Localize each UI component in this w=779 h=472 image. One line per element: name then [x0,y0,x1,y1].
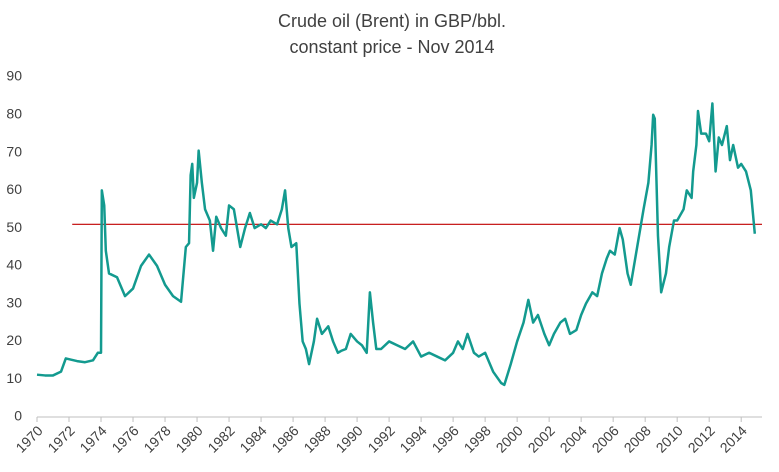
y-tick-label: 40 [6,257,22,273]
y-tick-label: 90 [6,68,22,84]
x-tick-label: 1980 [172,422,205,455]
y-tick-label: 60 [6,181,22,197]
x-tick-label: 1994 [397,422,430,455]
x-tick-label: 1984 [236,422,269,455]
y-tick-label: 70 [6,143,22,159]
y-tick-label: 30 [6,294,22,310]
x-tick-label: 1988 [300,422,333,455]
y-tick-label: 80 [6,105,22,121]
x-tick-label: 2008 [621,422,654,455]
x-tick-label: 1998 [461,422,494,455]
x-tick-label: 2002 [525,422,558,455]
x-tick-label: 1976 [108,422,141,455]
x-tick-label: 2014 [717,422,750,455]
chart-subtitle: constant price - Nov 2014 [289,37,494,57]
x-tick-label: 1990 [332,422,365,455]
y-tick-label: 50 [6,219,22,235]
chart-title: Crude oil (Brent) in GBP/bbl. [278,11,506,31]
x-tick-label: 2012 [685,422,718,455]
x-tick-label: 1986 [268,422,301,455]
x-tick-label: 1996 [429,422,462,455]
x-tick-label: 2004 [557,422,590,455]
x-tick-label: 2010 [653,422,686,455]
y-tick-label: 0 [14,408,22,424]
x-tick-label: 1992 [364,422,397,455]
x-tick-label: 1978 [140,422,173,455]
x-tick-label: 1970 [12,422,45,455]
x-tick-label: 2006 [589,422,622,455]
data-line [36,102,757,387]
x-tick-label: 1974 [76,422,109,455]
x-tick-label: 2000 [493,422,526,455]
y-tick-label: 20 [6,332,22,348]
x-tick-label: 1982 [204,422,237,455]
y-tick-label: 10 [6,370,22,386]
x-tick-label: 1972 [44,422,77,455]
